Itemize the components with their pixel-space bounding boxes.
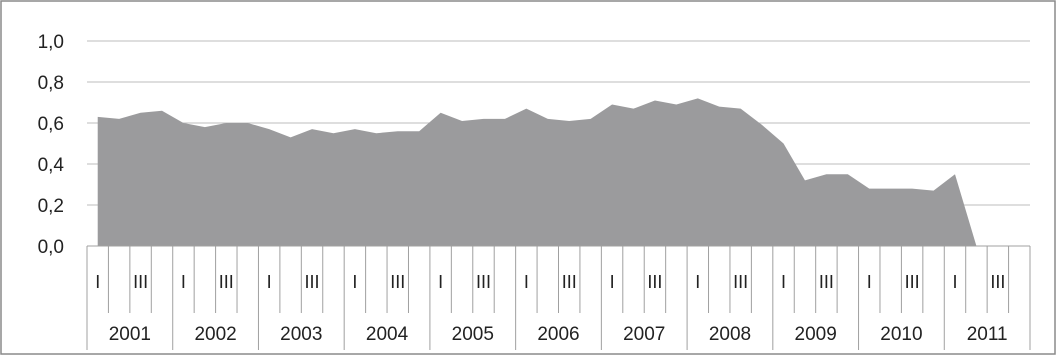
quarter-label: I	[524, 272, 529, 292]
quarter-label: I	[610, 272, 615, 292]
y-axis-ticks: 0,0 0,2 0,4 0,6 0,8 1,0	[38, 32, 65, 258]
year-label: 2009	[795, 324, 837, 345]
year-label: 2006	[537, 324, 579, 345]
quarter-label: I	[952, 272, 957, 292]
quarter-label: III	[990, 272, 1005, 292]
quarter-label: I	[695, 272, 700, 292]
area-series	[97, 98, 977, 247]
year-label: 2008	[709, 324, 751, 345]
quarter-label: III	[562, 272, 577, 292]
quarter-label: I	[95, 272, 100, 292]
quarter-label: III	[219, 272, 234, 292]
quarter-label: I	[438, 272, 443, 292]
quarter-label: III	[819, 272, 834, 292]
quarter-label: I	[867, 272, 872, 292]
year-label: 2002	[194, 324, 236, 345]
quarter-label: I	[267, 272, 272, 292]
year-label: 2011	[967, 324, 1008, 345]
quarter-label: III	[733, 272, 748, 292]
quarter-label: I	[352, 272, 357, 292]
y-tick-label: 1,0	[38, 32, 64, 53]
quarter-label: III	[905, 272, 920, 292]
year-label: 2005	[452, 324, 494, 345]
quarter-label: III	[133, 272, 148, 292]
y-tick-label: 0,0	[38, 237, 64, 258]
y-tick-label: 0,2	[38, 196, 64, 217]
y-tick-label: 0,4	[38, 155, 65, 176]
year-label: 2003	[280, 324, 322, 345]
year-label: 2007	[623, 324, 665, 345]
quarter-label: III	[305, 272, 320, 292]
y-tick-label: 0,8	[38, 73, 64, 94]
y-tick-label: 0,6	[38, 114, 64, 135]
quarter-label: I	[181, 272, 186, 292]
year-label: 2001	[109, 324, 151, 345]
area-series-fill	[97, 98, 977, 247]
quarter-label: I	[781, 272, 786, 292]
quarter-label: III	[476, 272, 491, 292]
year-label: 2004	[366, 324, 409, 345]
quarter-label: III	[647, 272, 662, 292]
year-label: 2010	[880, 324, 922, 345]
quarter-label: III	[390, 272, 405, 292]
